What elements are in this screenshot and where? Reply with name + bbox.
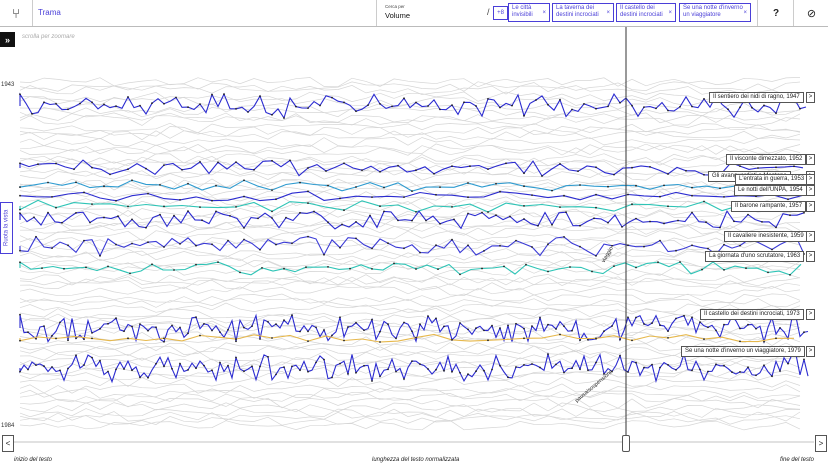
chevron-right-icon[interactable]: >: [806, 154, 815, 165]
chevron-right-icon[interactable]: >: [806, 309, 815, 320]
more-chips-button[interactable]: +8: [493, 6, 508, 20]
branch-icon[interactable]: ⑂: [0, 0, 33, 26]
novel-title-label[interactable]: Il barone rampante, 1957: [731, 201, 807, 212]
chevron-right-icon[interactable]: >: [806, 185, 815, 196]
separator: /: [487, 7, 490, 17]
prev-button[interactable]: <: [2, 435, 14, 452]
chevron-right-icon[interactable]: >: [806, 174, 815, 185]
chip-se-una-notte[interactable]: Se una notte d'inverno un viaggiatore ×: [679, 3, 751, 22]
close-icon[interactable]: ×: [668, 10, 672, 16]
novel-title-label[interactable]: Se una notte d'inverno un viaggiatore, 1…: [681, 346, 805, 357]
close-icon[interactable]: ×: [743, 10, 747, 16]
novel-title-label[interactable]: Il visconte dimezzato, 1952: [726, 154, 807, 165]
compass-icon[interactable]: ⊘: [793, 0, 828, 26]
chevron-right-icon[interactable]: >: [806, 92, 815, 103]
highlighted-lines[interactable]: [19, 92, 809, 384]
chevron-right-icon[interactable]: >: [806, 231, 815, 242]
year-end-label: 1984: [1, 423, 15, 429]
next-button[interactable]: >: [815, 435, 827, 452]
chevron-right-icon[interactable]: >: [806, 251, 815, 262]
chip-label: Il castello dei destini incrociati: [620, 5, 663, 18]
rotate-view-label: Ruota la vista: [3, 209, 10, 247]
chevron-right-icon[interactable]: >: [806, 201, 815, 212]
close-icon[interactable]: ×: [542, 10, 546, 16]
novel-title-label[interactable]: La giornata d'uno scrutatore, 1963: [705, 251, 805, 262]
timeline-scrubber-handle[interactable]: [622, 435, 630, 452]
section-title[interactable]: Trama: [38, 8, 61, 17]
search-by-selector[interactable]: Cerca per Volume: [376, 0, 484, 26]
top-bar: ⑂ Trama Cerca per Volume / +8 Le città i…: [0, 0, 828, 27]
novel-title-label[interactable]: Le notti dell'UNPA, 1954: [734, 185, 807, 196]
chip-taverna[interactable]: La taverna dei destini incrociati ×: [552, 3, 614, 22]
chip-citta-invisibili[interactable]: Le città invisibili ×: [508, 3, 550, 22]
background-lines: [19, 77, 801, 431]
chevron-right-icon[interactable]: >: [806, 346, 815, 357]
axis-start-label: inizio del testo: [14, 457, 53, 463]
chip-label: Se una notte d'inverno un viaggiatore: [683, 5, 743, 18]
search-by-value: Volume: [385, 11, 411, 20]
novel-title-label[interactable]: Il cavaliere inesistente, 1959: [724, 231, 808, 242]
novel-title-label[interactable]: Il castello dei destini incrociati, 1973: [700, 309, 804, 320]
chip-label: Le città invisibili: [512, 5, 533, 18]
close-icon[interactable]: ×: [606, 10, 610, 16]
novel-title-label[interactable]: L'entrata in guerra, 1953: [735, 174, 809, 185]
axis-middle-label: lunghezza del testo normalizzata: [372, 457, 460, 463]
novel-title-label[interactable]: Il sentiero dei nidi di ragno, 1947: [709, 92, 804, 103]
help-button[interactable]: ?: [757, 0, 794, 26]
zoom-hint: scrolla per zoomare: [22, 34, 75, 40]
axis-end-label: fine del testo: [780, 457, 815, 463]
year-start-label: 1943: [1, 82, 15, 88]
chip-label: La taverna dei destini incrociati: [556, 5, 599, 18]
expand-button[interactable]: »: [0, 32, 15, 47]
search-by-label: Cerca per: [385, 4, 405, 9]
rotate-view-button[interactable]: Ruota la vista: [0, 202, 13, 254]
chip-castello[interactable]: Il castello dei destini incrociati ×: [616, 3, 676, 22]
